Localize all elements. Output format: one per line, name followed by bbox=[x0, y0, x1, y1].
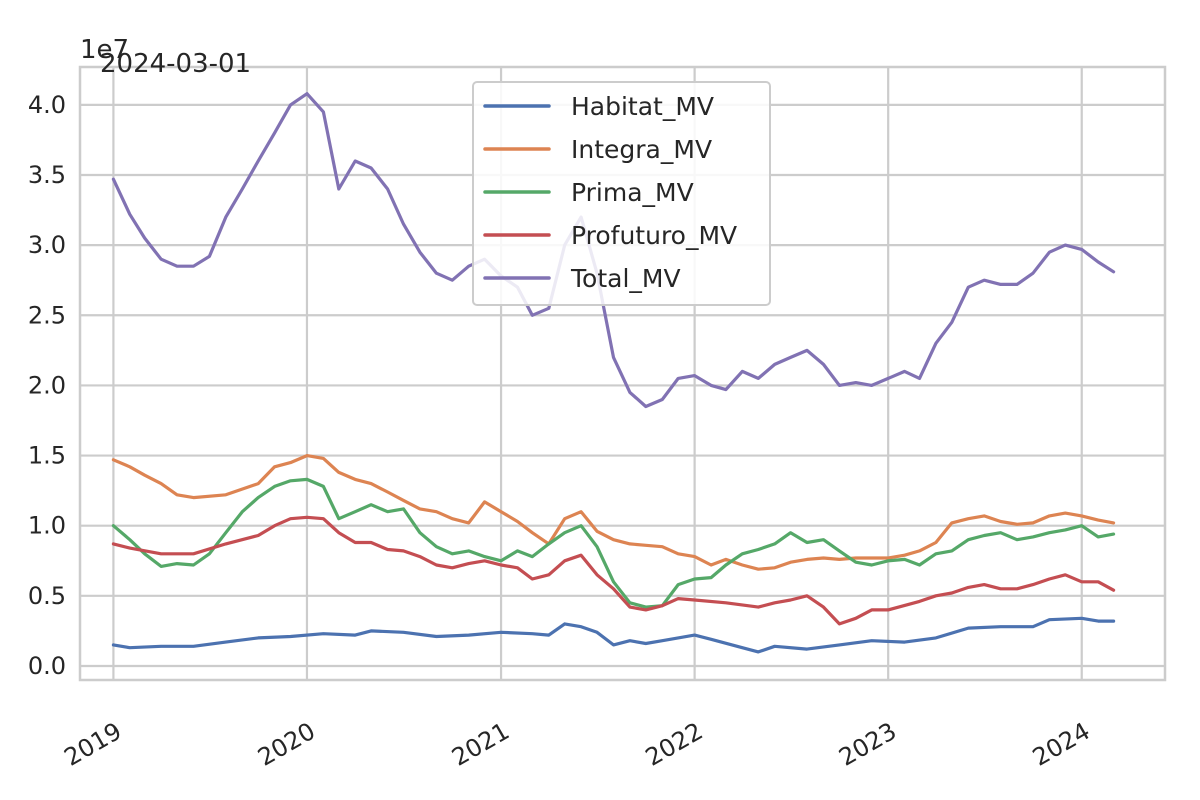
legend-label: Total_MV bbox=[570, 264, 681, 293]
y-tick-label: 1.5 bbox=[28, 442, 66, 470]
legend-label: Integra_MV bbox=[571, 135, 712, 164]
chart-title: 2024-03-01 bbox=[100, 49, 251, 79]
x-tick-label: 2023 bbox=[834, 717, 901, 772]
x-tick-label: 2021 bbox=[447, 717, 514, 772]
x-tick-label: 2024 bbox=[1028, 717, 1095, 772]
series-line-profuturo-mv bbox=[111, 515, 1116, 626]
y-axis-ticks: 0.0 0.5 1.0 1.5 2.0 2.5 3.0 3.5 4.0 bbox=[28, 91, 66, 680]
axis-offset-label: 1e7 bbox=[80, 35, 129, 65]
y-tick-label: 1.0 bbox=[28, 512, 66, 540]
y-tick-label: 3.5 bbox=[28, 161, 66, 189]
legend: Habitat_MV Integra_MV Prima_MV Profuturo_MV… bbox=[472, 81, 771, 306]
series-line-habitat-mv bbox=[111, 616, 1116, 654]
y-tick-label: 2.0 bbox=[28, 371, 66, 399]
legend-label: Habitat_MV bbox=[571, 92, 714, 121]
x-tick-label: 2020 bbox=[253, 717, 320, 772]
x-tick-label: 2019 bbox=[60, 717, 127, 772]
y-tick-label: 0.0 bbox=[28, 652, 66, 680]
series-line-prima-mv bbox=[111, 477, 1116, 609]
x-axis-ticks: 2019 2020 2021 2022 2023 2024 bbox=[60, 717, 1095, 772]
y-tick-label: 3.0 bbox=[28, 231, 66, 259]
series-layer bbox=[111, 92, 1116, 654]
series-line-total-mv bbox=[111, 92, 1116, 409]
x-tick-label: 2022 bbox=[641, 717, 708, 772]
series-line-integra-mv bbox=[111, 454, 1116, 571]
legend-label: Prima_MV bbox=[571, 178, 694, 207]
y-tick-label: 4.0 bbox=[28, 91, 66, 119]
y-tick-label: 2.5 bbox=[28, 301, 66, 329]
legend-label: Profuturo_MV bbox=[571, 221, 737, 250]
y-tick-label: 0.5 bbox=[28, 582, 66, 610]
legend-box bbox=[472, 81, 771, 306]
plot-area-frame bbox=[78, 65, 1167, 682]
